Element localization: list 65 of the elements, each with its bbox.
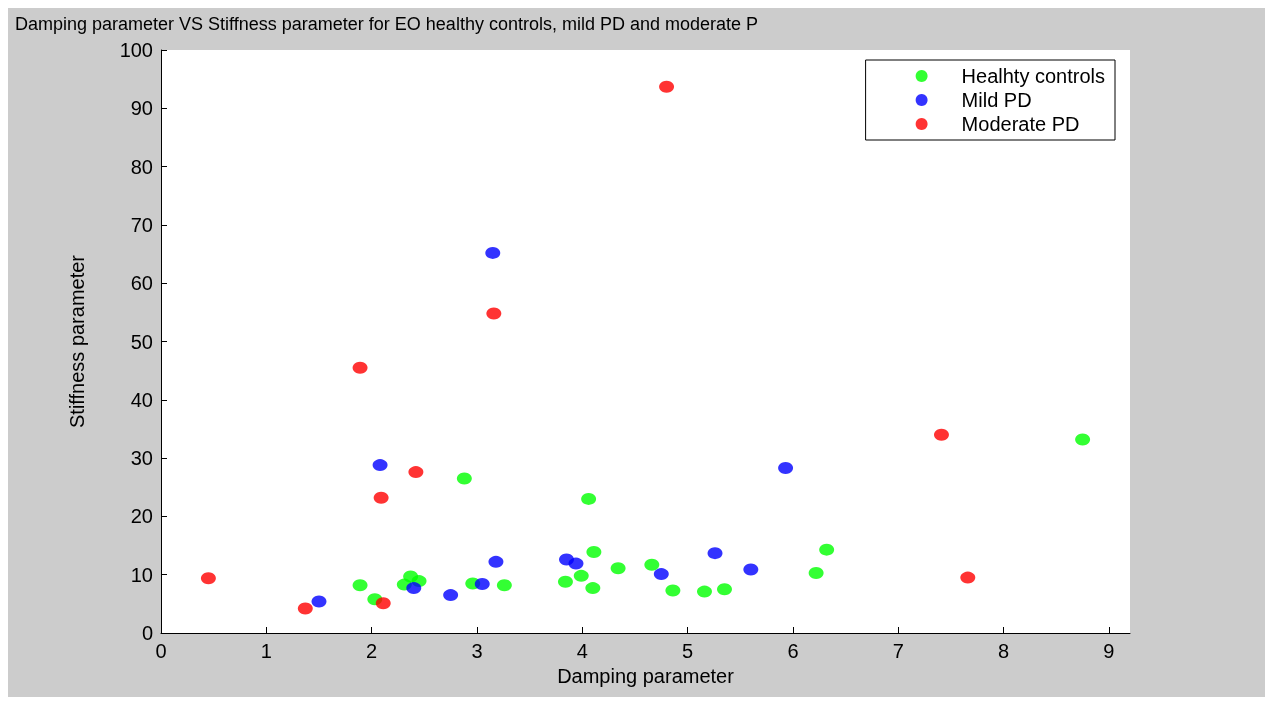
x-tick-label: 5 [682, 640, 694, 662]
point [352, 579, 368, 592]
x-tick-label: 9 [1103, 640, 1115, 662]
x-axis-title: Damping parameter [557, 664, 735, 687]
point [573, 569, 589, 582]
point [485, 246, 501, 259]
point [717, 583, 732, 596]
point [474, 578, 490, 591]
point [200, 572, 216, 585]
x-tick-label: 3 [471, 640, 483, 662]
y-tick-label: 40 [130, 388, 153, 411]
y-tick-label: 20 [130, 505, 153, 528]
point [586, 545, 602, 558]
point [933, 428, 949, 441]
point [665, 584, 681, 597]
x-tick-label: 4 [576, 640, 588, 662]
point [653, 568, 669, 581]
x-tick-label: 7 [892, 640, 904, 662]
point [496, 579, 512, 592]
y-tick-label: 0 [141, 622, 153, 644]
point [443, 589, 459, 602]
point [1075, 433, 1091, 446]
point [778, 462, 794, 475]
y-tick-label: 50 [130, 330, 153, 353]
point [697, 585, 712, 598]
x-tick-label: 1 [260, 640, 272, 662]
point [585, 582, 601, 595]
point [352, 361, 368, 374]
x-tick-label: 6 [787, 640, 799, 662]
chart-title: Damping parameter VS Stiffness parameter for EO healthy controls, mild PD and moderate P [15, 14, 759, 34]
point [819, 543, 835, 556]
point [406, 582, 422, 595]
point [960, 571, 976, 584]
point [557, 575, 573, 588]
point [568, 557, 584, 570]
y-tick-label: 80 [130, 155, 153, 178]
point [644, 558, 660, 571]
y-tick-label: 70 [130, 213, 153, 236]
point [707, 547, 723, 560]
point [373, 491, 389, 504]
x-tick-label: 2 [366, 640, 378, 662]
point [659, 80, 675, 93]
point [408, 466, 424, 479]
point [581, 492, 597, 505]
legend-label: Mild PD [961, 89, 1032, 111]
point [488, 555, 504, 568]
point [610, 562, 626, 575]
y-tick-label: 100 [119, 39, 153, 61]
point [375, 597, 391, 610]
y-axis-title: Stiffness parameter [66, 254, 88, 429]
point [372, 459, 388, 472]
y-tick-label: 30 [130, 447, 153, 470]
legend-label: Moderate PD [961, 113, 1080, 135]
y-tick-label: 60 [130, 272, 153, 295]
point [456, 472, 472, 485]
y-tick-label: 10 [130, 563, 153, 586]
point [743, 563, 759, 576]
legend-label: Healhty controls [961, 65, 1106, 87]
y-tick-label: 90 [130, 97, 153, 120]
x-tick-label: 8 [998, 640, 1010, 662]
point [808, 566, 824, 579]
point [486, 307, 502, 320]
point [297, 602, 313, 615]
x-tick-label: 0 [155, 640, 167, 662]
point [311, 595, 327, 608]
